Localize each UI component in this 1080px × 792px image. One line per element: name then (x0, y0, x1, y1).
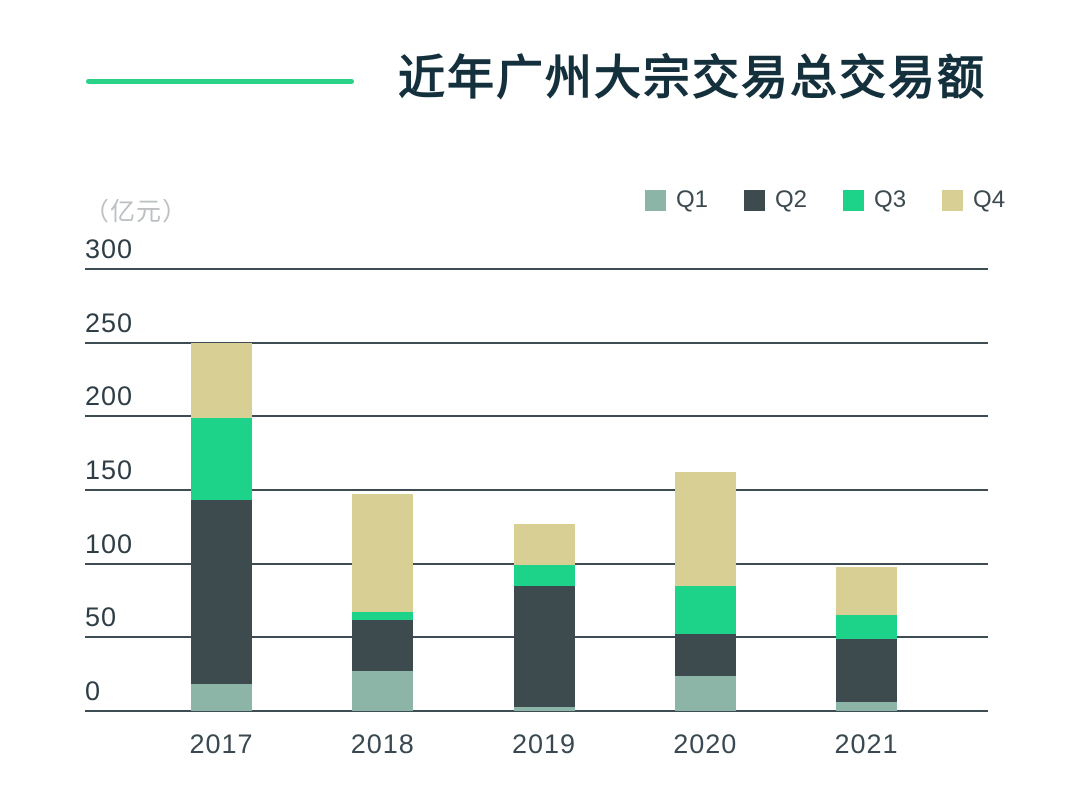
legend-label-q1: Q1 (676, 186, 709, 213)
y-tick-label-200: 200 (85, 381, 134, 412)
legend-swatch-q3 (843, 189, 865, 211)
bar-segment-2020-q2 (674, 634, 736, 676)
page-title: 近年广州大宗交易总交易额 (398, 51, 986, 104)
legend-swatch-q4 (942, 189, 964, 211)
bar-segment-2020-q3 (674, 585, 736, 635)
legend-swatch-q1 (645, 189, 666, 211)
gridline-0 (85, 710, 988, 712)
title-accent-line (86, 79, 354, 84)
y-tick-label-300: 300 (85, 234, 134, 264)
bar-segment-2021-q4 (836, 566, 897, 616)
bar-segment-2019-q4 (513, 523, 575, 566)
y-axis-unit-label: （亿元） (84, 198, 189, 226)
gridline-250 (85, 341, 988, 344)
gridline-200 (85, 415, 988, 418)
legend-label-q4: Q4 (973, 186, 1006, 213)
bar-segment-2017-q4 (191, 342, 252, 418)
gridline-150 (85, 489, 988, 491)
bar-segment-2019-q2 (513, 585, 575, 707)
bar-segment-2021-q2 (836, 638, 897, 703)
legend-item-q1: Q1 (645, 186, 708, 214)
y-tick-label-50: 50 (85, 602, 118, 633)
bar-segment-2018-q3 (352, 612, 414, 620)
plot-area: 300 250 200 150 100 50 0 2017 2018 2019 2020 2021 (85, 236, 988, 759)
bar-segment-2018-q2 (352, 619, 414, 672)
x-axis-label-2019: 2019 (511, 729, 577, 759)
y-tick-label-250: 250 (85, 307, 134, 338)
legend: Q1 Q2 Q3 Q4 (645, 186, 1005, 214)
y-tick-label-100: 100 (85, 528, 134, 559)
legend-label-q2: Q2 (775, 186, 808, 213)
legend-item-q3: Q3 (843, 186, 906, 214)
y-tick-label-150: 150 (85, 455, 134, 485)
gridline-300 (85, 268, 988, 270)
bar-segment-2021-q3 (836, 615, 897, 639)
legend-label-q3: Q3 (874, 186, 907, 213)
bar-segment-2018-q1 (352, 671, 414, 711)
bar-segment-2020-q1 (674, 675, 736, 711)
legend-swatch-q2 (744, 189, 766, 211)
x-axis-label-2017: 2017 (189, 729, 254, 759)
bar-segment-2019-q3 (513, 565, 575, 586)
x-axis-label-2021: 2021 (834, 729, 899, 759)
legend-item-q2: Q2 (744, 186, 807, 214)
bar-segment-2019-q1 (513, 706, 575, 711)
bar-segment-2018-q4 (352, 494, 414, 613)
bar-segment-2021-q1 (836, 702, 897, 711)
bar-segment-2017-q2 (191, 500, 252, 685)
legend-item-q4: Q4 (942, 186, 1005, 214)
y-tick-label-0: 0 (85, 676, 102, 706)
bar-segment-2017-q3 (191, 417, 252, 501)
x-axis-label-2018: 2018 (350, 729, 415, 759)
x-axis-label-2020: 2020 (673, 729, 738, 759)
bar-segment-2020-q4 (674, 472, 736, 586)
bar-segment-2017-q1 (191, 684, 252, 711)
